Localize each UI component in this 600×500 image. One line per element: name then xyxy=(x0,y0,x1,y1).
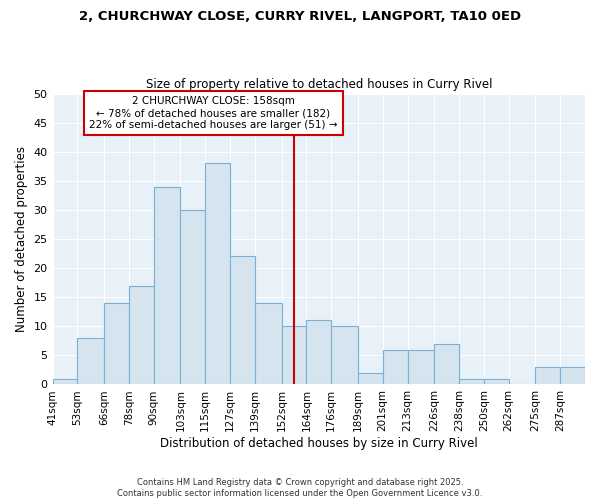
Bar xyxy=(407,350,434,384)
Bar xyxy=(104,303,129,384)
Text: Contains HM Land Registry data © Crown copyright and database right 2025.
Contai: Contains HM Land Registry data © Crown c… xyxy=(118,478,482,498)
Bar xyxy=(358,373,383,384)
Bar xyxy=(383,350,407,384)
Bar xyxy=(307,320,331,384)
Bar xyxy=(255,303,281,384)
Text: 2 CHURCHWAY CLOSE: 158sqm
← 78% of detached houses are smaller (182)
22% of semi: 2 CHURCHWAY CLOSE: 158sqm ← 78% of detac… xyxy=(89,96,338,130)
Bar xyxy=(535,367,560,384)
Bar xyxy=(181,210,205,384)
Bar xyxy=(129,286,154,384)
X-axis label: Distribution of detached houses by size in Curry Rivel: Distribution of detached houses by size … xyxy=(160,437,478,450)
Bar xyxy=(281,326,307,384)
Bar xyxy=(434,344,459,384)
Bar xyxy=(77,338,104,384)
Text: 2, CHURCHWAY CLOSE, CURRY RIVEL, LANGPORT, TA10 0ED: 2, CHURCHWAY CLOSE, CURRY RIVEL, LANGPOR… xyxy=(79,10,521,23)
Bar xyxy=(331,326,358,384)
Y-axis label: Number of detached properties: Number of detached properties xyxy=(15,146,28,332)
Bar xyxy=(154,186,181,384)
Bar xyxy=(53,378,77,384)
Title: Size of property relative to detached houses in Curry Rivel: Size of property relative to detached ho… xyxy=(146,78,492,91)
Bar xyxy=(560,367,585,384)
Bar xyxy=(205,164,230,384)
Bar xyxy=(484,378,509,384)
Bar xyxy=(230,256,255,384)
Bar xyxy=(459,378,484,384)
